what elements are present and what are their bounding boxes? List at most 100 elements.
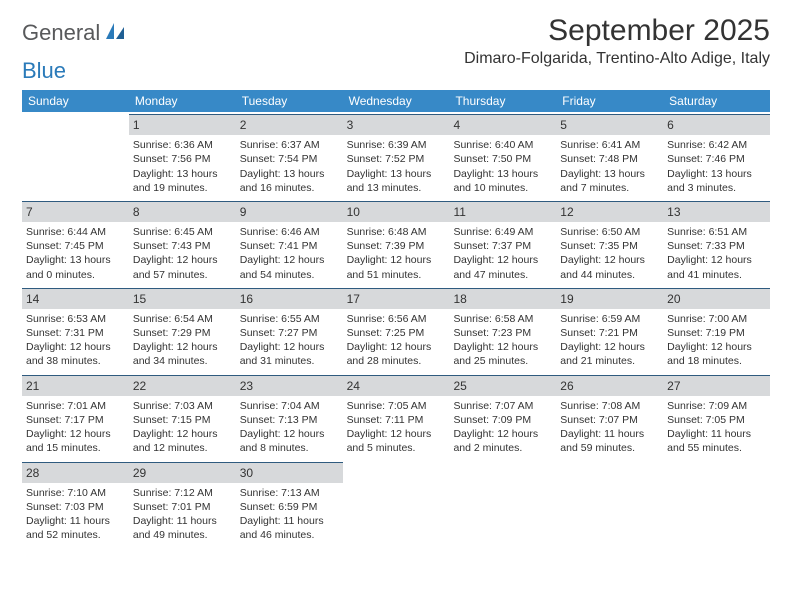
logo-text-blue: Blue [22, 58, 66, 84]
sunrise-text: Sunrise: 6:59 AM [560, 312, 659, 326]
day-number: 29 [129, 462, 236, 483]
day-header: Wednesday [343, 90, 450, 112]
daylight-text: Daylight: 12 hours and 12 minutes. [133, 427, 232, 455]
day-number: 5 [556, 114, 663, 135]
daylight-text: Daylight: 12 hours and 25 minutes. [453, 340, 552, 368]
sunset-text: Sunset: 7:15 PM [133, 413, 232, 427]
daylight-text: Daylight: 13 hours and 0 minutes. [26, 253, 125, 281]
day-number: 30 [236, 462, 343, 483]
sunrise-text: Sunrise: 7:03 AM [133, 399, 232, 413]
calendar-cell: 20Sunrise: 7:00 AMSunset: 7:19 PMDayligh… [663, 286, 770, 373]
calendar-cell: 10Sunrise: 6:48 AMSunset: 7:39 PMDayligh… [343, 199, 450, 286]
sunrise-text: Sunrise: 7:04 AM [240, 399, 339, 413]
sunset-text: Sunset: 7:27 PM [240, 326, 339, 340]
day-number: 24 [343, 375, 450, 396]
calendar-cell: 30Sunrise: 7:13 AMSunset: 6:59 PMDayligh… [236, 460, 343, 547]
sunset-text: Sunset: 7:37 PM [453, 239, 552, 253]
logo-sail-icon [104, 21, 126, 46]
sunrise-text: Sunrise: 6:54 AM [133, 312, 232, 326]
sunset-text: Sunset: 7:41 PM [240, 239, 339, 253]
sunset-text: Sunset: 7:03 PM [26, 500, 125, 514]
calendar-cell: 2Sunrise: 6:37 AMSunset: 7:54 PMDaylight… [236, 112, 343, 199]
sunset-text: Sunset: 7:54 PM [240, 152, 339, 166]
sunrise-text: Sunrise: 6:39 AM [347, 138, 446, 152]
calendar-cell: 11Sunrise: 6:49 AMSunset: 7:37 PMDayligh… [449, 199, 556, 286]
sunrise-text: Sunrise: 6:42 AM [667, 138, 766, 152]
calendar-cell: 18Sunrise: 6:58 AMSunset: 7:23 PMDayligh… [449, 286, 556, 373]
sunrise-text: Sunrise: 6:41 AM [560, 138, 659, 152]
sunrise-text: Sunrise: 6:49 AM [453, 225, 552, 239]
calendar-cell: 6Sunrise: 6:42 AMSunset: 7:46 PMDaylight… [663, 112, 770, 199]
day-number: 7 [22, 201, 129, 222]
week-row: 28Sunrise: 7:10 AMSunset: 7:03 PMDayligh… [22, 460, 770, 547]
daylight-text: Daylight: 12 hours and 47 minutes. [453, 253, 552, 281]
daylight-text: Daylight: 12 hours and 15 minutes. [26, 427, 125, 455]
day-number: 23 [236, 375, 343, 396]
daylight-text: Daylight: 12 hours and 44 minutes. [560, 253, 659, 281]
week-row: 1Sunrise: 6:36 AMSunset: 7:56 PMDaylight… [22, 112, 770, 199]
sunrise-text: Sunrise: 7:08 AM [560, 399, 659, 413]
sunset-text: Sunset: 7:48 PM [560, 152, 659, 166]
sunset-text: Sunset: 7:25 PM [347, 326, 446, 340]
calendar: Sunday Monday Tuesday Wednesday Thursday… [22, 90, 770, 546]
day-number: 14 [22, 288, 129, 309]
calendar-cell: 29Sunrise: 7:12 AMSunset: 7:01 PMDayligh… [129, 460, 236, 547]
sunset-text: Sunset: 7:43 PM [133, 239, 232, 253]
day-header: Thursday [449, 90, 556, 112]
daylight-text: Daylight: 12 hours and 2 minutes. [453, 427, 552, 455]
daylight-text: Daylight: 12 hours and 51 minutes. [347, 253, 446, 281]
sunset-text: Sunset: 7:31 PM [26, 326, 125, 340]
calendar-cell: 19Sunrise: 6:59 AMSunset: 7:21 PMDayligh… [556, 286, 663, 373]
sunset-text: Sunset: 7:45 PM [26, 239, 125, 253]
sunset-text: Sunset: 7:01 PM [133, 500, 232, 514]
sunset-text: Sunset: 7:46 PM [667, 152, 766, 166]
sunset-text: Sunset: 7:50 PM [453, 152, 552, 166]
calendar-cell: 8Sunrise: 6:45 AMSunset: 7:43 PMDaylight… [129, 199, 236, 286]
daylight-text: Daylight: 11 hours and 55 minutes. [667, 427, 766, 455]
sunset-text: Sunset: 7:09 PM [453, 413, 552, 427]
sunrise-text: Sunrise: 7:07 AM [453, 399, 552, 413]
calendar-cell: 17Sunrise: 6:56 AMSunset: 7:25 PMDayligh… [343, 286, 450, 373]
calendar-cell: 1Sunrise: 6:36 AMSunset: 7:56 PMDaylight… [129, 112, 236, 199]
sunset-text: Sunset: 7:21 PM [560, 326, 659, 340]
sunrise-text: Sunrise: 6:55 AM [240, 312, 339, 326]
calendar-cell: 23 Sunrise: 7:04 AMSunset: 7:13 PMDayligh… [236, 373, 343, 460]
calendar-cell: 16Sunrise: 6:55 AMSunset: 7:27 PMDayligh… [236, 286, 343, 373]
location: Dimaro-Folgarida, Trentino-Alto Adige, I… [464, 50, 770, 68]
daylight-text: Daylight: 13 hours and 3 minutes. [667, 167, 766, 195]
daylight-text: Daylight: 12 hours and 54 minutes. [240, 253, 339, 281]
daylight-text: Daylight: 12 hours and 41 minutes. [667, 253, 766, 281]
day-number: 15 [129, 288, 236, 309]
sunset-text: Sunset: 7:52 PM [347, 152, 446, 166]
day-header: Saturday [663, 90, 770, 112]
calendar-cell: 24Sunrise: 7:05 AMSunset: 7:11 PMDayligh… [343, 373, 450, 460]
daylight-text: Daylight: 12 hours and 8 minutes. [240, 427, 339, 455]
daylight-text: Daylight: 12 hours and 28 minutes. [347, 340, 446, 368]
sunrise-text: Sunrise: 6:44 AM [26, 225, 125, 239]
daylight-text: Daylight: 11 hours and 49 minutes. [133, 514, 232, 542]
day-number: 12 [556, 201, 663, 222]
month-title: September 2025 [464, 14, 770, 48]
sunset-text: Sunset: 7:05 PM [667, 413, 766, 427]
sunrise-text: Sunrise: 6:37 AM [240, 138, 339, 152]
sunrise-text: Sunrise: 6:36 AM [133, 138, 232, 152]
calendar-cell [663, 460, 770, 547]
day-number: 16 [236, 288, 343, 309]
day-number: 22 [129, 375, 236, 396]
day-number: 25 [449, 375, 556, 396]
day-number: 1 [129, 114, 236, 135]
sunset-text: Sunset: 7:23 PM [453, 326, 552, 340]
daylight-text: Daylight: 13 hours and 7 minutes. [560, 167, 659, 195]
daylight-text: Daylight: 12 hours and 38 minutes. [26, 340, 125, 368]
day-number: 10 [343, 201, 450, 222]
calendar-cell: 15Sunrise: 6:54 AMSunset: 7:29 PMDayligh… [129, 286, 236, 373]
calendar-cell: 4Sunrise: 6:40 AMSunset: 7:50 PMDaylight… [449, 112, 556, 199]
daylight-text: Daylight: 12 hours and 18 minutes. [667, 340, 766, 368]
sunset-text: Sunset: 7:29 PM [133, 326, 232, 340]
daylight-text: Daylight: 13 hours and 13 minutes. [347, 167, 446, 195]
day-number: 2 [236, 114, 343, 135]
empty-day-bar [22, 114, 129, 134]
sunset-text: Sunset: 7:13 PM [240, 413, 339, 427]
calendar-cell: 12Sunrise: 6:50 AMSunset: 7:35 PMDayligh… [556, 199, 663, 286]
logo: General [22, 14, 128, 46]
